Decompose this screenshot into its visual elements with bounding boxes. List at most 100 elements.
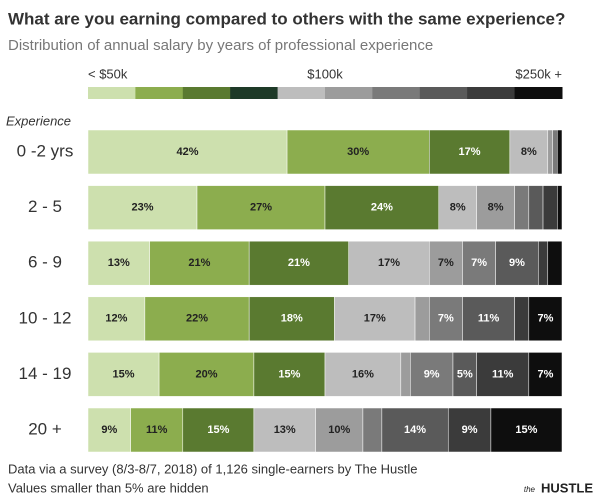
legend-swatch [467,87,516,99]
data-label: 7% [438,313,454,325]
bar-segment [400,352,411,397]
data-label: 13% [274,424,296,436]
legend-label: < $50k [88,66,128,81]
data-label: 24% [371,202,393,214]
data-label: 11% [146,424,168,436]
bar-segment [348,240,430,286]
bar-segment [87,240,150,286]
bar-segment [509,129,549,175]
bar-segment [547,240,563,286]
legend-swatch [277,87,326,99]
bar-segment [538,240,549,286]
bar-segment [286,129,430,175]
data-label: 17% [459,146,481,158]
bar-segment [381,407,449,453]
category-label: 0 -2 yrs [17,141,74,160]
bar-segment [462,296,515,342]
logo: HUSTLE [541,480,593,495]
category-label: 20 + [28,419,62,438]
axis-label: Experience [6,113,71,128]
bar-segment [557,185,563,230]
bar-segment [514,296,530,342]
bar-segment [528,185,544,230]
data-label: 17% [364,313,386,325]
data-label: 15% [278,368,300,380]
data-label: 17% [378,257,400,269]
bar-segment [557,129,563,175]
data-label: 23% [131,202,153,214]
bar-segment [182,407,255,453]
bar-segment [528,352,563,397]
bar-segment [410,352,454,397]
bar-segment [495,240,539,286]
bar-segment [552,129,558,175]
legend-label: $100k [307,66,343,81]
data-label: 15% [113,368,135,380]
data-label: 7% [438,257,454,269]
bar-segment [324,352,402,397]
bar-segment [414,296,430,342]
data-label: 9% [509,257,525,269]
bar-segment [87,129,288,175]
legend-swatch [88,87,136,99]
bar-segment [490,407,563,453]
bar-segment [248,296,335,342]
bar-segment [324,185,440,230]
chart-title: What are you earning compared to others … [8,9,565,28]
bar-segment [547,129,553,175]
bar-segment [447,407,492,453]
bar-segment [87,185,198,230]
data-label: 30% [347,146,369,158]
data-label: 7% [537,313,553,325]
data-label: 13% [108,257,130,269]
data-label: 9% [101,424,117,436]
data-label: 12% [105,313,127,325]
data-label: 7% [471,257,487,269]
legend-swatch [419,87,468,99]
data-label: 8% [450,202,466,214]
data-label: 21% [188,257,210,269]
category-label: 6 - 9 [28,253,62,272]
data-label: 9% [462,424,478,436]
bar-segment [528,296,563,342]
data-label: 7% [537,368,553,380]
legend-label: $250k + [515,66,562,81]
bar-segment [362,407,383,453]
data-label: 9% [424,368,440,380]
bar-segment [429,240,463,286]
bar-segment [248,240,349,286]
data-label: 11% [492,368,514,380]
data-label: 10% [328,424,350,436]
data-label: 18% [281,313,303,325]
legend-swatch [230,87,279,99]
data-label: 42% [177,146,199,158]
legend-swatch [325,87,373,99]
data-label: 15% [515,424,537,436]
bar-segment [87,296,146,342]
legend-swatch [514,87,563,99]
data-label: 27% [250,202,272,214]
bar-segment [542,185,558,230]
data-label: 11% [478,313,500,325]
bar-segment [253,407,316,453]
data-label: 5% [457,368,473,380]
bar-segment [429,129,511,175]
data-label: 21% [288,257,310,269]
bar-segment [196,185,326,230]
footnote: Values smaller than 5% are hidden [8,480,209,495]
data-label: 20% [195,368,217,380]
bar-segment [514,185,530,230]
footnote: Data via a survey (8/3-8/7, 2018) of 1,1… [8,461,417,476]
category-label: 14 - 19 [19,364,72,383]
bar-segment [87,407,131,453]
bar-segment [429,296,463,342]
category-label: 2 - 5 [28,197,62,216]
category-label: 10 - 12 [19,308,72,327]
bar-segment [315,407,364,453]
chart-subtitle: Distribution of annual salary by years o… [8,37,433,54]
logo-prefix: the [524,485,536,494]
data-label: 14% [404,424,426,436]
bar-segment [476,185,515,230]
data-label: 16% [352,368,374,380]
data-label: 22% [186,313,208,325]
